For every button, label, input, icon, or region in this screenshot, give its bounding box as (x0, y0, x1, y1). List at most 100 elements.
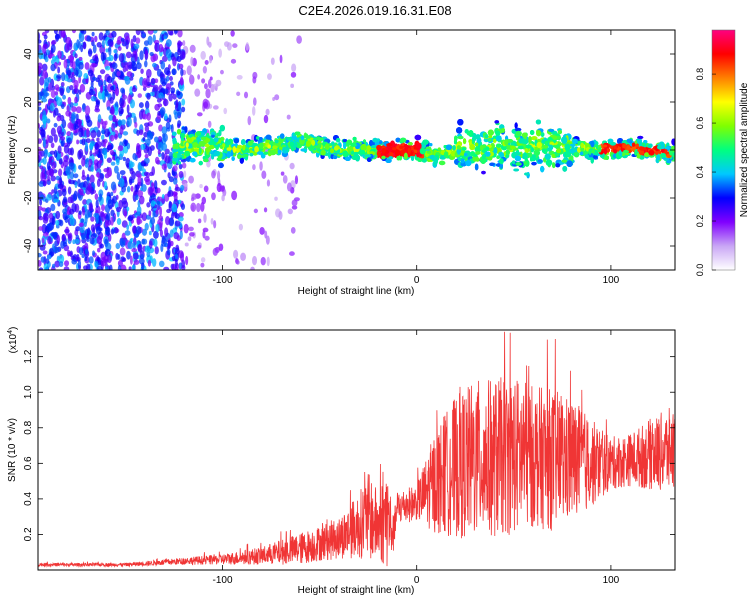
spectrogram-cell (177, 161, 181, 165)
spectrogram-cell (74, 53, 78, 59)
spectrogram-cell (132, 85, 136, 90)
spectrogram-cell (181, 98, 186, 106)
spectrogram-cell (201, 78, 206, 84)
spectrogram-cell (171, 263, 176, 270)
spectrogram-cell (50, 89, 56, 98)
spectrogram-cell (177, 123, 181, 129)
spectrogram-cell (147, 146, 153, 157)
spectrogram-cell (53, 30, 58, 35)
spectrogram-cell (99, 243, 104, 249)
spectrogram-cell (124, 230, 131, 236)
spectrogram-cell (163, 67, 170, 76)
spectrogram-cell (51, 232, 57, 238)
spectrogram-cell (134, 121, 138, 128)
spectrogram-cell (203, 185, 209, 193)
spectrogram-cell (121, 220, 128, 228)
spectrogram-cell (118, 53, 125, 63)
spectrogram-cell (188, 226, 194, 232)
spectrogram-cell (180, 76, 184, 86)
spectrogram-cell (154, 42, 158, 52)
spectrogram-cell (677, 155, 680, 158)
spectrogram-cell (177, 30, 183, 38)
spectrogram-cell (167, 30, 174, 36)
spectrogram-cell (529, 130, 535, 136)
spectrogram-cell (92, 44, 97, 54)
spectrogram-cell (282, 175, 288, 184)
spectrogram-cell (105, 226, 111, 237)
spectrogram-cell (110, 228, 115, 235)
spectrogram-cell (131, 61, 137, 72)
spectrogram-cell (65, 165, 71, 176)
spectrogram-cell (265, 235, 270, 245)
spectrogram-cell (97, 196, 102, 202)
spectrogram-cell (114, 87, 119, 96)
spectrogram-cell (58, 219, 64, 227)
spectrogram-cell (170, 123, 174, 134)
spectrogram-cell (186, 65, 192, 76)
spectrogram-cell (113, 53, 118, 62)
spectrogram-cell (43, 212, 49, 222)
spectrogram-cell (66, 105, 70, 113)
spectrogram-cell (85, 113, 90, 120)
spectrogram-cell (617, 137, 624, 145)
spectrogram-cell (39, 91, 44, 97)
spectrogram-cell (51, 189, 55, 194)
spectrogram-cell (88, 256, 94, 264)
spectrogram-cell (137, 244, 142, 252)
spectrogram-cell (86, 35, 92, 42)
spectrogram-cell (178, 170, 184, 178)
spectrogram-cell (179, 49, 186, 60)
spectrogram-cell (58, 158, 63, 165)
spectrogram-cell (173, 109, 177, 116)
spectrogram-cell (110, 181, 117, 191)
spectrogram-cell (50, 63, 56, 72)
spectrogram-cell (173, 177, 178, 185)
spectrogram-cell (101, 39, 105, 49)
spectrogram-cell (75, 59, 80, 67)
spectrogram-cell (180, 136, 185, 142)
spectrogram-cell (123, 207, 127, 218)
spectrogram-cell (207, 120, 212, 128)
spectrogram-cell (173, 191, 178, 196)
spectrogram-cell (40, 256, 46, 263)
spectrogram-cell (286, 114, 291, 120)
spectrogram-cell (39, 76, 45, 86)
spectrogram-cell (168, 176, 174, 183)
spectrogram-cell (188, 175, 194, 184)
spectrogram-cell (174, 213, 180, 220)
spectrogram-cell (252, 164, 256, 171)
spectrogram-cell (184, 182, 188, 188)
spectrogram-cell (107, 39, 114, 47)
spectrogram-cell (101, 147, 108, 156)
spectrogram-cell (96, 42, 102, 48)
spectrogram-cell (43, 34, 48, 40)
spectrogram-cell (68, 162, 75, 170)
spectrogram-cell (120, 119, 126, 126)
spectrogram-cell (138, 195, 145, 205)
spectrogram-cell (159, 229, 164, 238)
spectrogram-cell (291, 63, 297, 73)
spectrogram-cell (264, 230, 268, 239)
spectrogram-cell (38, 267, 44, 270)
spectrogram-cell (64, 260, 70, 267)
spectrogram-cell (112, 91, 116, 101)
spectrogram-cell (252, 255, 258, 266)
spectrogram-cell (189, 232, 195, 237)
spectrogram-cell (174, 220, 181, 227)
spectrogram-cell (156, 187, 161, 194)
spectrogram-cell (140, 30, 144, 34)
spectrogram-cell (41, 223, 47, 234)
spectrogram-cell (75, 226, 81, 232)
spectrogram-cell (132, 252, 139, 260)
spectrogram-cell (139, 50, 144, 61)
spectrogram-cell (126, 142, 131, 150)
spectrogram-cell (110, 161, 116, 166)
spectrogram-cell (69, 171, 75, 180)
spectrogram-cell (64, 228, 70, 234)
spectrogram-cell (149, 91, 155, 97)
spectrogram-cell (291, 205, 298, 210)
spectrogram-cell (267, 73, 272, 80)
spectrogram-cell (114, 165, 119, 174)
spectrogram-cell (171, 68, 177, 76)
spectrogram-cell (114, 120, 118, 128)
